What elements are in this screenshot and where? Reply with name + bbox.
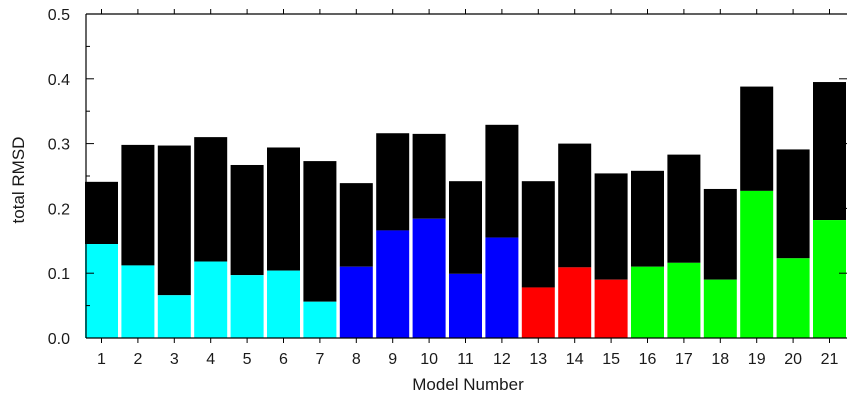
- bar-upper-segment: [267, 147, 300, 271]
- bar-lower-segment: [194, 261, 228, 338]
- bar-lower-segment: [157, 295, 191, 338]
- bar-upper-segment: [594, 173, 628, 280]
- bar-upper-segment: [303, 161, 337, 302]
- bars-group: [85, 82, 846, 338]
- bar-upper-segment: [376, 133, 410, 231]
- x-tick-label: 18: [711, 351, 729, 368]
- bar-upper-segment: [667, 154, 701, 263]
- bar-upper-segment: [157, 145, 191, 296]
- bar-lower-segment: [667, 262, 701, 338]
- bar-upper-segment: [230, 164, 264, 276]
- x-tick-label: 9: [388, 351, 397, 368]
- bar-lower-segment: [740, 190, 774, 338]
- bar-upper-segment: [85, 181, 118, 245]
- bar-lower-segment: [339, 266, 373, 338]
- x-tick-label: 15: [602, 351, 620, 368]
- y-tick-label: 0.1: [48, 266, 70, 283]
- bar-lower-segment: [121, 265, 155, 338]
- axes-group: 1 2 3 4 5 6 7 8 9 10 11 12 13 14 15 16 17 18 19 20 210.00.10…: [48, 7, 847, 368]
- y-tick-label: 0.0: [48, 331, 70, 348]
- bar-upper-segment: [740, 86, 774, 191]
- y-tick-label: 0.3: [48, 137, 70, 154]
- x-tick-label: 5: [243, 351, 252, 368]
- bar-lower-segment: [521, 287, 555, 338]
- y-tick-label: 0.4: [48, 72, 70, 89]
- x-tick-label: 19: [748, 351, 766, 368]
- x-tick-label: 16: [639, 351, 657, 368]
- x-tick-label: 21: [821, 351, 839, 368]
- bar-upper-segment: [521, 181, 555, 288]
- bar-lower-segment: [776, 258, 810, 338]
- bar-lower-segment: [267, 270, 300, 338]
- bar-upper-segment: [449, 181, 482, 274]
- bar-lower-segment: [85, 244, 118, 338]
- x-tick-label: 7: [315, 351, 324, 368]
- bar-upper-segment: [339, 183, 373, 267]
- bar-upper-segment: [121, 144, 155, 266]
- x-tick-label: 11: [457, 351, 474, 368]
- x-tick-label: 14: [566, 351, 584, 368]
- bar-upper-segment: [703, 188, 737, 280]
- y-axis-title: total RMSD: [9, 137, 28, 224]
- bar-upper-segment: [485, 124, 519, 238]
- bar-upper-segment: [776, 149, 810, 259]
- x-tick-label: 1: [97, 351, 106, 368]
- bar-lower-segment: [303, 301, 337, 338]
- x-tick-label: 3: [170, 351, 179, 368]
- bar-lower-segment: [449, 273, 482, 338]
- bar-lower-segment: [813, 220, 846, 338]
- x-tick-label: 13: [529, 351, 547, 368]
- x-tick-label: 12: [493, 351, 511, 368]
- bar-upper-segment: [194, 137, 228, 262]
- bar-upper-segment: [412, 133, 446, 219]
- bar-upper-segment: [631, 170, 664, 267]
- y-tick-label: 0.2: [48, 201, 70, 218]
- bar-upper-segment: [813, 82, 846, 221]
- bar-lower-segment: [703, 279, 737, 338]
- x-tick-label: 2: [133, 351, 142, 368]
- x-axis-title: Model Number: [412, 375, 524, 394]
- x-tick-label: 8: [352, 351, 361, 368]
- x-tick-label: 6: [279, 351, 288, 368]
- bar-lower-segment: [594, 279, 628, 338]
- x-tick-label: 20: [784, 351, 802, 368]
- bar-lower-segment: [631, 266, 664, 338]
- bar-lower-segment: [412, 218, 446, 338]
- bar-lower-segment: [558, 267, 592, 338]
- x-tick-label: 10: [420, 351, 438, 368]
- bar-upper-segment: [558, 143, 592, 268]
- bar-lower-segment: [376, 230, 410, 338]
- x-tick-label: 4: [206, 351, 215, 368]
- y-tick-label: 0.5: [48, 7, 70, 24]
- x-tick-label: 17: [675, 351, 693, 368]
- bar-lower-segment: [230, 275, 264, 338]
- bar-lower-segment: [485, 237, 519, 338]
